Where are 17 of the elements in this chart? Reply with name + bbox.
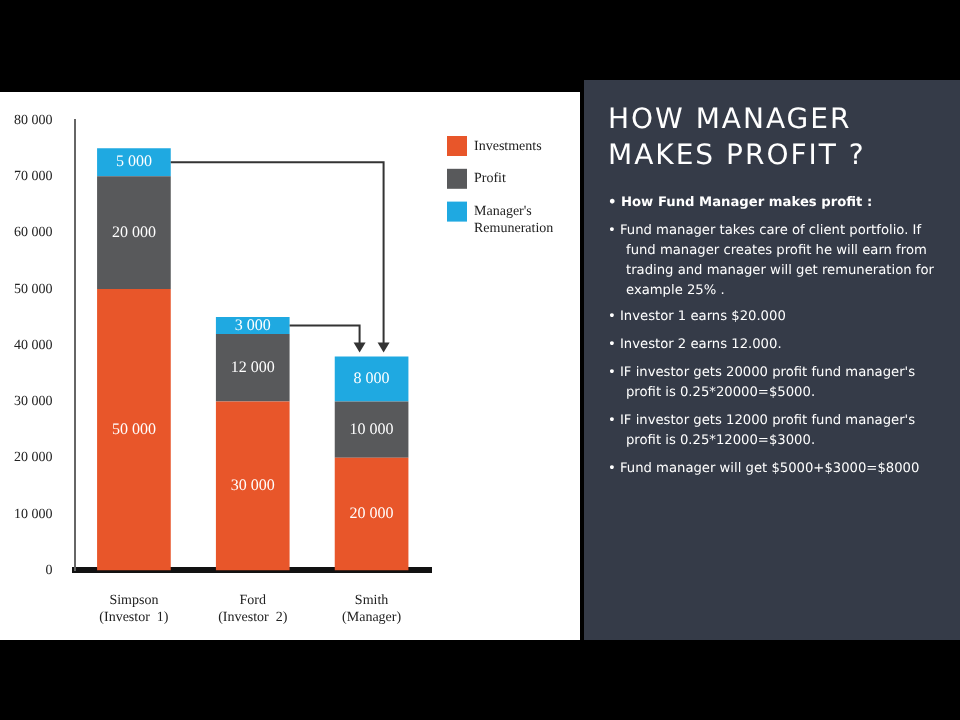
bar [334,457,409,571]
data-label: 5 000 [115,152,152,171]
data-label: 30 000 [230,476,275,495]
data-label: 12 000 [230,357,275,376]
bar [334,356,409,402]
bar [215,333,290,402]
bar [97,176,171,289]
data-label: 10 000 [349,419,394,438]
bar [215,401,290,571]
text: HOW MANAGER MAKES PROFIT ? [608,104,868,174]
data-label: 3 000 [234,315,271,334]
bar [334,401,409,458]
bar [97,288,171,571]
data-label: 20 000 [111,222,156,241]
data-label: 50 000 [111,419,156,438]
data-label: 20 000 [349,504,394,523]
data-label: 8 000 [353,369,390,388]
